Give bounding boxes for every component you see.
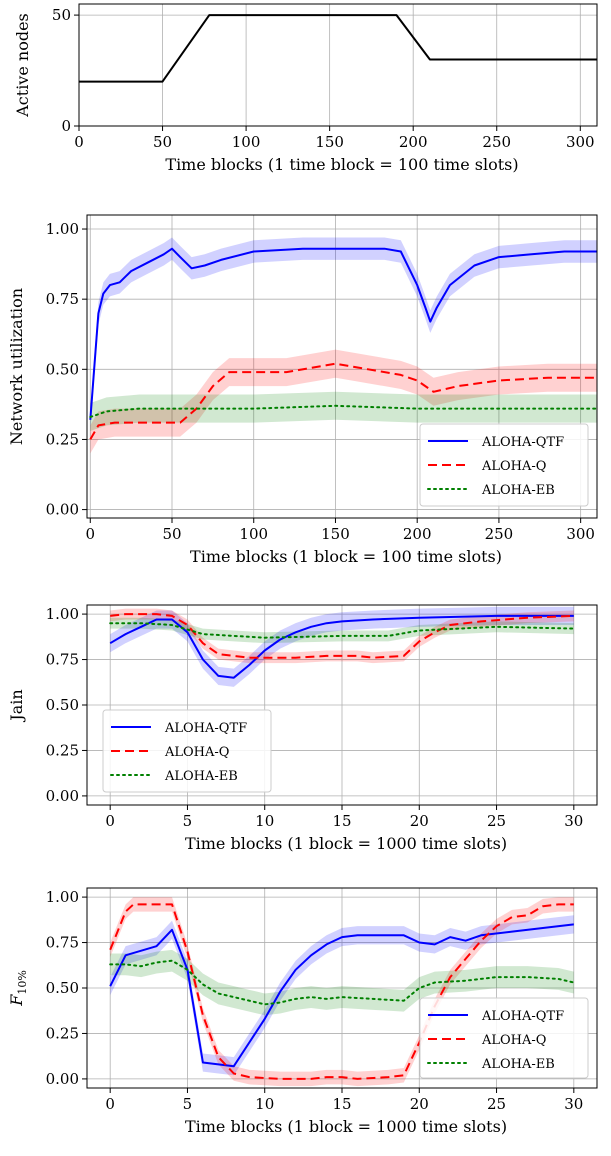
y-tick-label: 0 (61, 117, 71, 135)
x-tick-label: 15 (332, 1095, 351, 1113)
x-tick-label: 5 (183, 1095, 193, 1113)
y-tick-label: 1.00 (46, 888, 79, 906)
y-tick-label: 0.00 (46, 501, 79, 519)
legend-label: ALOHA-QTF (481, 1009, 564, 1024)
series-band (110, 897, 574, 1087)
x-axis-label: Time blocks (1 block = 1000 time slots) (185, 1117, 507, 1136)
series-band (90, 237, 597, 432)
x-tick-label: 25 (487, 812, 506, 830)
y-tick-label: 1.00 (46, 220, 79, 238)
legend-label: ALOHA-QTF (164, 721, 247, 736)
y-tick-label: 50 (52, 6, 71, 24)
y-tick-label: 0.50 (46, 696, 79, 714)
x-tick-label: 0 (74, 133, 84, 151)
x-tick-label: 200 (399, 133, 428, 151)
x-tick-label: 150 (321, 525, 350, 543)
plot-area (109, 897, 575, 1087)
chart-panel-2: 0 50 100 150 200 250 300 0.00 0.25 0.50 0.75 1.00 Ti… (7, 214, 598, 566)
series-band (110, 949, 574, 1016)
x-tick-label: 50 (162, 525, 181, 543)
chart-panel-3: 0 5 10 15 20 25 30 0.00 0.25 0.50 0.75 1.00 Time blo… (7, 604, 598, 853)
series-line (109, 959, 575, 1006)
y-tick-label: 0.75 (46, 934, 79, 952)
series-line (109, 923, 574, 1068)
legend-label: ALOHA-EB (164, 769, 238, 784)
x-tick-label: 5 (183, 812, 193, 830)
series-line (89, 247, 597, 420)
axes-frame (86, 214, 598, 519)
x-tick-label: 200 (403, 525, 432, 543)
x-tick-label: 15 (332, 812, 351, 830)
series-band (90, 349, 597, 454)
legend-label: ALOHA-Q (481, 459, 546, 474)
series-band (110, 608, 574, 664)
y-tick-label: 0.75 (46, 651, 79, 669)
x-tick-label: 10 (255, 812, 274, 830)
y-tick-label: 1.00 (46, 605, 79, 623)
series-band (90, 391, 597, 432)
legend-label: ALOHA-QTF (481, 435, 564, 450)
series-line (89, 404, 597, 418)
x-tick-label: 20 (410, 1095, 429, 1113)
y-axis-label: Jain (7, 689, 26, 722)
chart-panel-4: 0 5 10 15 20 25 30 0.00 0.25 0.50 0.75 1.00 Time blo… (7, 887, 598, 1136)
x-axis-label: Time blocks (1 block = 1000 time slots) (185, 834, 507, 853)
legend-box (419, 423, 589, 507)
x-tick-label: 30 (564, 1095, 583, 1113)
y-tick-label: 0.00 (46, 1070, 79, 1088)
x-tick-label: 250 (482, 133, 511, 151)
x-tick-label: 30 (564, 812, 583, 830)
x-tick-label: 100 (239, 525, 268, 543)
legend: ALOHA-QTF ALOHA-Q ALOHA-EB (419, 997, 589, 1079)
series-line (109, 903, 574, 1080)
series-band (110, 915, 574, 1076)
x-tick-label: 0 (85, 525, 95, 543)
series-line (110, 613, 574, 659)
plot-area (109, 606, 575, 687)
legend-label: ALOHA-Q (481, 1033, 546, 1048)
x-tick-label: 50 (153, 133, 172, 151)
x-tick-label: 300 (566, 525, 595, 543)
legend: ALOHA-QTF ALOHA-Q ALOHA-EB (102, 709, 272, 793)
y-axis-label: Active nodes (13, 13, 32, 118)
y-tick-label: 0.50 (46, 979, 79, 997)
x-tick-label: 150 (315, 133, 344, 151)
y-tick-label: 0.50 (46, 360, 79, 378)
x-tick-label: 100 (232, 133, 261, 151)
y-tick-label: 0.25 (46, 430, 79, 448)
series-line (79, 14, 597, 83)
x-tick-label: 250 (485, 525, 514, 543)
y-axis-label: Network utilization (7, 288, 26, 445)
axes-frame (78, 3, 598, 127)
legend-label: ALOHA-EB (481, 1057, 555, 1072)
y-tick-label: 0.75 (46, 290, 79, 308)
legend-box (419, 997, 589, 1079)
x-axis-label: Time blocks (1 time block = 100 time slo… (165, 155, 518, 174)
x-tick-label: 0 (105, 1095, 115, 1113)
legend-box (102, 709, 272, 793)
x-tick-label: 0 (105, 812, 115, 830)
y-tick-label: 0.25 (46, 741, 79, 759)
legend-label: ALOHA-Q (164, 745, 229, 760)
legend: ALOHA-QTF ALOHA-Q ALOHA-EB (419, 423, 589, 507)
plot-area (79, 14, 597, 83)
x-tick-label: 25 (487, 1095, 506, 1113)
series-line (89, 362, 597, 440)
x-tick-label: 300 (566, 133, 595, 151)
y-tick-label: 0.00 (46, 787, 79, 805)
plot-area (89, 237, 597, 454)
y-axis-label: F10% (7, 970, 29, 1007)
legend-label: ALOHA-EB (481, 483, 555, 498)
x-tick-label: 20 (410, 812, 429, 830)
y-tick-label: 0.25 (46, 1024, 79, 1042)
series-line (109, 622, 575, 639)
x-axis-label: Time blocks (1 block = 100 time slots) (190, 547, 502, 566)
x-tick-label: 10 (255, 1095, 274, 1113)
chart-panel-1: 0 50 100 150 200 250 300 0 50 Time blocks (1 time… (13, 3, 598, 174)
